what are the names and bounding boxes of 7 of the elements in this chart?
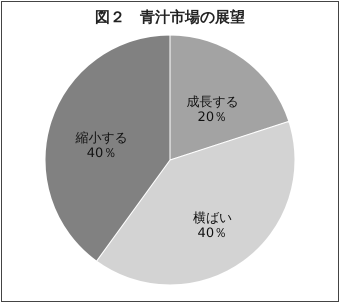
chart-title: 図２ 青汁市場の展望 (95, 8, 245, 26)
slice-label: 縮小する (74, 130, 128, 146)
data-label: 20％ (198, 110, 228, 125)
slice-label: 横ばい (192, 211, 232, 226)
data-label: 40％ (198, 226, 228, 242)
slice-label: 成長する (186, 94, 238, 110)
data-label: 40％ (86, 146, 116, 161)
